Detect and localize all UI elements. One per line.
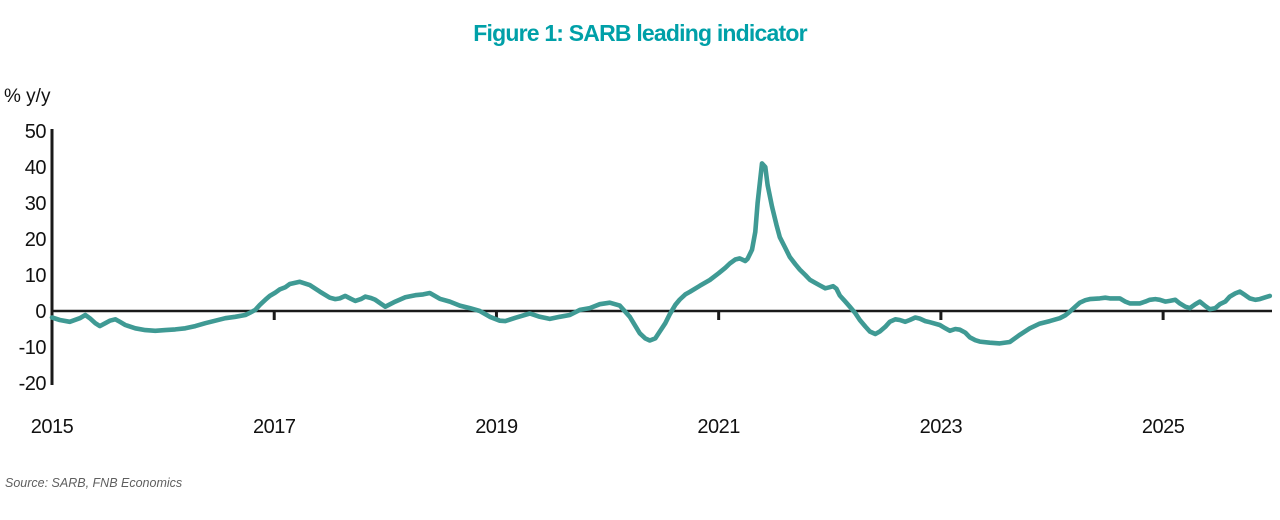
y-axis-unit-label: % y/y	[4, 86, 51, 107]
y-tick-label: 0	[35, 301, 46, 323]
y-tick-label: 40	[25, 157, 47, 179]
source-note: Source: SARB, FNB Economics	[5, 476, 183, 490]
x-tick-label: 2017	[253, 416, 296, 438]
figure-title: Figure 1: SARB leading indicator	[473, 20, 807, 46]
indicator-line	[49, 161, 1273, 346]
y-tick-label: 50	[25, 121, 47, 143]
y-tick-label: 30	[25, 193, 47, 215]
y-tick-label: -10	[19, 337, 47, 359]
x-tick-label: 2025	[1142, 416, 1185, 438]
x-tick-label: 2015	[31, 416, 74, 438]
x-tick-label: 2019	[475, 416, 518, 438]
x-tick-label: 2023	[920, 416, 963, 438]
y-tick-label: -20	[19, 373, 47, 395]
y-tick-label: 20	[25, 229, 47, 251]
x-tick-label: 2021	[697, 416, 740, 438]
y-tick-label: 10	[25, 265, 47, 287]
